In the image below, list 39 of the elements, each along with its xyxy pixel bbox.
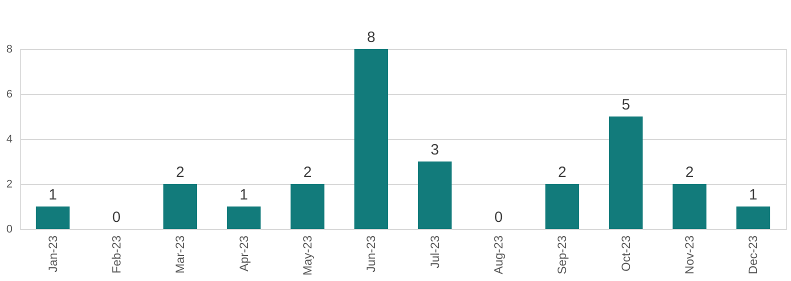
x-tick-label: Jan-23: [46, 235, 60, 272]
x-tick-label: Mar-23: [173, 235, 188, 274]
y-tick-label: 4: [6, 134, 12, 146]
bar: [545, 184, 580, 229]
x-tick-label: Jun-23: [364, 235, 378, 272]
x-tick-label: Nov-23: [682, 235, 697, 274]
data-label: 1: [749, 186, 758, 204]
bar: [418, 162, 452, 229]
data-label: 1: [240, 186, 248, 204]
bar: [290, 184, 324, 229]
y-tick-label: 6: [6, 88, 12, 100]
x-tick-label: Apr-23: [236, 235, 251, 272]
y-tick-label: 0: [6, 224, 12, 236]
x-tick-label: Sep-23: [555, 235, 570, 274]
data-label: 0: [494, 209, 503, 226]
data-label: 2: [176, 164, 184, 181]
bar: [608, 116, 643, 229]
data-label: 0: [112, 209, 121, 226]
bar: [354, 49, 388, 229]
data-label: 2: [558, 164, 566, 181]
bar: [163, 184, 198, 229]
bar: [736, 206, 770, 229]
bar: [672, 184, 706, 229]
x-tick-label: Feb-23: [109, 235, 124, 274]
data-label: 1: [48, 186, 57, 204]
x-tick-label: May-23: [300, 235, 314, 276]
bar: [226, 206, 261, 229]
data-label: 2: [303, 164, 312, 181]
x-tick-label: Jul-23: [428, 235, 442, 268]
x-tick-label: Aug-23: [492, 235, 506, 274]
data-label: 8: [366, 29, 376, 46]
x-tick-label: Oct-23: [618, 235, 633, 272]
y-tick-label: 2: [6, 178, 12, 190]
data-label: 2: [685, 164, 694, 181]
data-label: 5: [622, 96, 630, 114]
data-label: 3: [430, 142, 440, 158]
bar: [36, 206, 70, 229]
x-tick-label: Dec-23: [746, 235, 760, 274]
y-tick-label: 8: [6, 44, 12, 56]
